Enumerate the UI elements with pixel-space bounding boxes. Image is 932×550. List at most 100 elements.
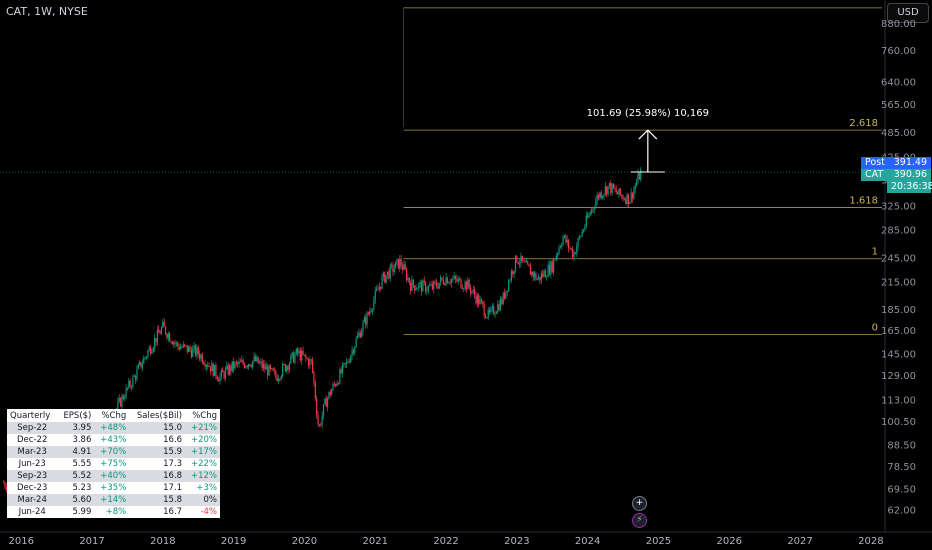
candle (452, 275, 454, 283)
fib-level-label: 1.618 (849, 196, 878, 207)
candle-body (631, 192, 634, 199)
table-cell: 15.9 (129, 446, 186, 458)
candle (282, 361, 284, 379)
candle (633, 185, 635, 201)
candle (400, 254, 402, 270)
x-tick-label: 2017 (79, 536, 104, 547)
table-cell: 17.1 (129, 482, 186, 494)
candle-body (126, 387, 129, 389)
lightning-button[interactable]: ⚡ (632, 513, 647, 528)
measure-label: 101.69 (25.98%) 10,169 (587, 108, 709, 119)
candle (245, 365, 247, 369)
candle (634, 182, 636, 194)
candle-body (118, 397, 120, 402)
candle (197, 345, 199, 358)
price-axis[interactable]: 880.00760.00640.00565.00485.00425.00375.… (881, 19, 916, 517)
post-price: 391.49 (893, 157, 927, 168)
candle (551, 259, 553, 274)
candle (597, 193, 600, 201)
candle-body (582, 229, 585, 232)
candle (151, 348, 153, 355)
candle-body (307, 359, 310, 366)
candle-body (361, 331, 363, 338)
candle-body (593, 208, 596, 210)
time-axis[interactable]: 2016 2017 2018 2019 2020 2021 2022 2023 2024 2025… (9, 536, 884, 547)
candle (588, 211, 590, 218)
candle-body (523, 260, 525, 262)
candle (121, 393, 123, 411)
candle-body (525, 261, 527, 263)
candle-body (483, 304, 485, 316)
candle (173, 340, 175, 349)
candle (124, 393, 126, 402)
candle (205, 364, 208, 372)
candle (531, 271, 533, 278)
candle-body (154, 338, 156, 348)
candle-body (399, 258, 401, 269)
candle-body (351, 349, 353, 356)
candle-body (555, 255, 557, 261)
candle-body (574, 252, 576, 254)
candle (540, 270, 542, 284)
candle (250, 363, 252, 369)
candle-body (155, 338, 157, 343)
candle-body (237, 362, 239, 365)
candle-body (442, 279, 444, 284)
candle-body (557, 253, 559, 256)
candle (320, 422, 322, 427)
y-tick-label: 113.00 (881, 395, 916, 406)
fib-level-label: 2.618 (849, 118, 878, 129)
x-tick-label: 2020 (292, 536, 317, 547)
col-sales: Sales($Bil) (129, 409, 186, 422)
candle-body (218, 379, 220, 382)
symbol-header[interactable]: CAT, 1W, NYSE (6, 5, 88, 18)
currency-button[interactable]: USD (887, 3, 929, 23)
candle-body (159, 332, 161, 334)
candle (177, 341, 179, 350)
candle-body (175, 342, 178, 344)
y-tick-label: 165.00 (881, 326, 916, 337)
candle (129, 378, 131, 390)
candle-body (362, 322, 364, 332)
candle (248, 363, 250, 371)
candle-body (135, 376, 137, 380)
candle-body (411, 279, 413, 291)
add-alert-button[interactable]: + (632, 496, 647, 511)
candle (518, 259, 521, 269)
candle-body (542, 273, 544, 277)
candle-body (476, 295, 478, 304)
x-tick-label: 2026 (717, 536, 742, 547)
candle (390, 262, 393, 270)
candle (461, 284, 463, 290)
candle-body (562, 237, 564, 245)
candle-body (173, 342, 175, 345)
candle-body (188, 346, 190, 352)
candle-body (625, 199, 627, 204)
candle-body (615, 188, 617, 193)
candle-body (314, 382, 316, 399)
candle (149, 345, 152, 356)
candle-body (588, 214, 590, 218)
candle-body (395, 261, 397, 269)
candle-body (533, 273, 536, 278)
candle-body (124, 398, 126, 399)
candle (130, 384, 133, 391)
price-range-measure[interactable]: 101.69 (25.98%) 10,169 (587, 108, 709, 173)
candle (382, 271, 385, 281)
candle-body (506, 290, 508, 292)
candle-body (420, 282, 423, 292)
candle-body (381, 276, 383, 289)
candle (273, 367, 276, 376)
candle-body (566, 239, 568, 243)
candle (171, 340, 173, 345)
candle-body (277, 378, 280, 382)
candle (164, 325, 167, 336)
candle-body (174, 342, 176, 344)
candle-body (498, 304, 500, 311)
candle-body (573, 252, 575, 258)
candle (623, 197, 626, 201)
candle (301, 347, 303, 365)
fibonacci-extension[interactable]: 0 1 1.618 2.618 (0, 7, 885, 335)
candle (268, 364, 270, 376)
candle-body (521, 255, 523, 261)
